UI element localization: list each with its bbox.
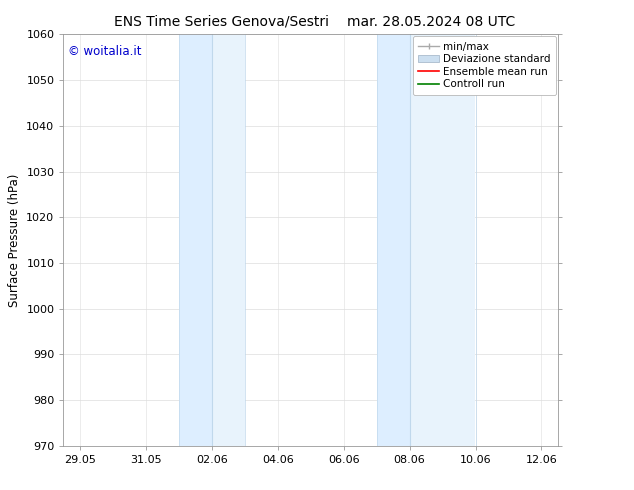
Y-axis label: Surface Pressure (hPa): Surface Pressure (hPa)	[8, 173, 21, 307]
Legend: min/max, Deviazione standard, Ensemble mean run, Controll run: min/max, Deviazione standard, Ensemble m…	[413, 36, 556, 95]
Bar	[179, 34, 212, 446]
Text: mar. 28.05.2024 08 UTC: mar. 28.05.2024 08 UTC	[347, 15, 515, 29]
Text: ENS Time Series Genova/Sestri: ENS Time Series Genova/Sestri	[114, 15, 330, 29]
Text: © woitalia.it: © woitalia.it	[68, 45, 142, 58]
Bar	[410, 34, 476, 446]
Bar	[377, 34, 410, 446]
Bar	[212, 34, 245, 446]
